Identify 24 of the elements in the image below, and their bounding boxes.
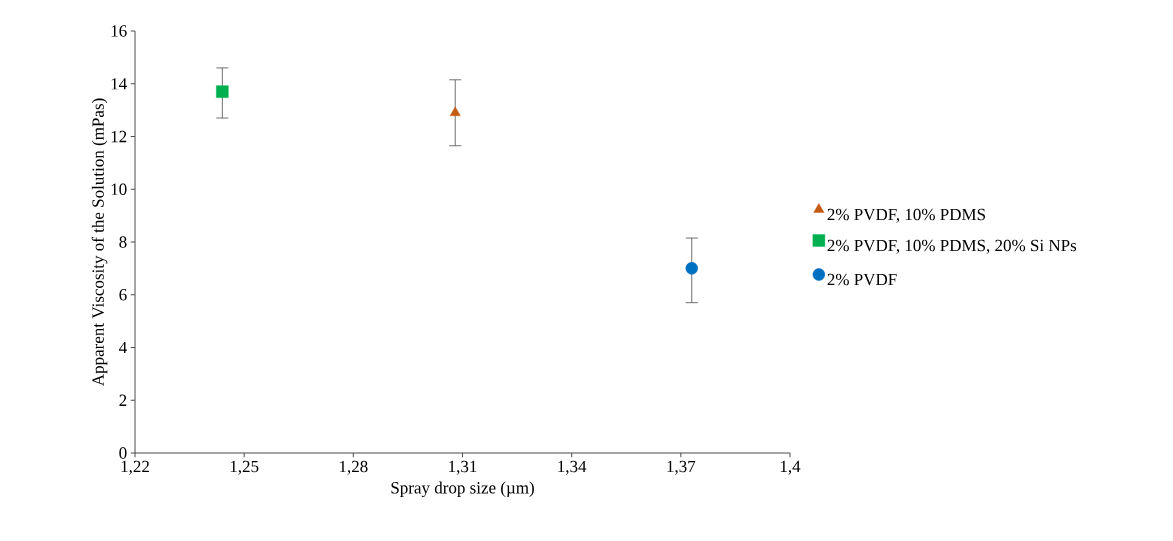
legend-label: 2% PVDF, 10% PDMS, 20% Si NPs — [827, 239, 1077, 254]
y-tick-label: 12 — [111, 130, 127, 143]
y-tick-label: 10 — [111, 183, 127, 195]
x-tick-label: 1,4 — [780, 460, 801, 475]
y-tick-label: 2 — [119, 394, 127, 406]
y-axis-title: Apparent Viscosity of the Solution (mPas) — [91, 98, 108, 387]
point — [685, 262, 698, 275]
point — [449, 106, 461, 116]
y-tick-label: 16 — [111, 25, 127, 37]
y-tick-label: 4 — [119, 341, 127, 354]
legend-label: 2% PVDF — [827, 273, 897, 286]
y-tick-label: 8 — [119, 236, 127, 248]
point — [216, 85, 229, 98]
y-tick-label: 6 — [119, 289, 127, 301]
legend-label: 2% PVDF, 10% PDMS — [827, 208, 985, 223]
y-tick-label: 14 — [111, 78, 127, 90]
x-tick-label: 1,22 — [121, 460, 149, 475]
x-tick-label: 1,28 — [339, 460, 368, 475]
x-tick-label: 1,34 — [558, 460, 587, 475]
x-tick-label: 1,37 — [667, 460, 696, 475]
x-tick-label: 1,25 — [230, 460, 259, 475]
x-axis-title: Spray drop size (µm) — [391, 481, 534, 498]
x-tick-label: 1,31 — [449, 460, 477, 475]
y-tick-label: 0 — [119, 447, 127, 459]
